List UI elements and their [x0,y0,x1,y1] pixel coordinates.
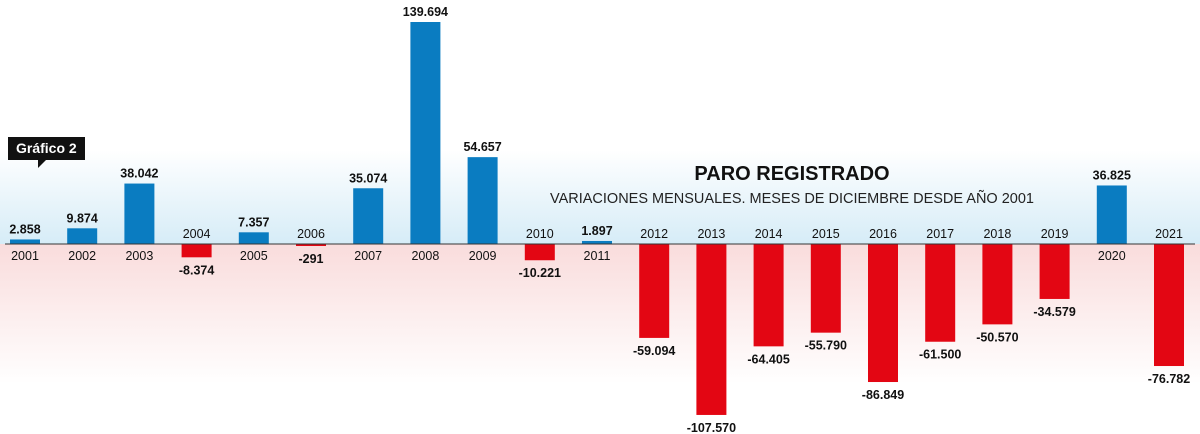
bar-2013 [696,244,727,415]
positive-background [0,150,1200,244]
value-label-2019: -34.579 [1033,305,1075,319]
category-label-2020: 2020 [1098,249,1126,263]
value-label-2004: -8.374 [179,263,214,277]
value-label-2009: 54.657 [463,140,501,154]
bar-2010 [524,244,555,261]
value-label-2014: -64.405 [747,352,789,366]
category-label-2017: 2017 [926,227,954,241]
bar-2006 [296,244,326,246]
value-label-2015: -55.790 [805,339,847,353]
bar-2019 [1039,244,1070,299]
bar-2001 [10,239,40,244]
value-label-2008: 139.694 [403,5,448,19]
category-label-2009: 2009 [469,249,497,263]
bar-2014 [753,244,784,347]
category-label-2008: 2008 [411,249,439,263]
bar-2012 [639,244,670,338]
category-label-2016: 2016 [869,227,897,241]
category-label-2003: 2003 [125,249,153,263]
value-label-2012: -59.094 [633,344,675,358]
bar-2018 [982,244,1013,325]
value-label-2007: 35.074 [349,171,387,185]
bar-2003 [124,183,155,244]
category-label-2021: 2021 [1155,227,1183,241]
bar-2015 [810,244,841,333]
category-label-2014: 2014 [755,227,783,241]
chart-subtitle: VARIACIONES MENSUALES. MESES DE DICIEMBR… [550,190,1034,207]
bar-2008 [410,22,441,244]
bar-2017 [925,244,956,342]
bar-2002 [67,228,98,244]
bar-2021 [1154,244,1184,367]
value-label-2001: 2.858 [9,222,40,236]
value-label-2003: 38.042 [120,167,158,181]
value-label-2021: -76.782 [1148,372,1190,386]
chart-badge: Gráfico 2 [8,137,85,168]
chart-title: PARO REGISTRADO [694,163,889,185]
value-label-2006: -291 [298,252,323,266]
category-label-2007: 2007 [354,249,382,263]
category-label-2004: 2004 [183,227,211,241]
bar-2007 [353,188,384,244]
category-label-2001: 2001 [11,249,39,263]
category-label-2018: 2018 [983,227,1011,241]
value-label-2016: -86.849 [862,388,904,402]
category-label-2019: 2019 [1041,227,1069,241]
bar-2005 [238,232,269,244]
category-label-2010: 2010 [526,227,554,241]
category-label-2015: 2015 [812,227,840,241]
bar-2009 [467,157,498,244]
category-label-2002: 2002 [68,249,96,263]
bar-2020 [1096,185,1127,244]
category-label-2013: 2013 [697,227,725,241]
value-label-2017: -61.500 [919,348,961,362]
value-label-2011: 1.897 [581,224,612,238]
category-label-2012: 2012 [640,227,668,241]
bar-2004 [181,244,212,258]
value-label-2020: 36.825 [1093,168,1131,182]
value-label-2010: -10.221 [519,266,561,280]
category-label-2005: 2005 [240,249,268,263]
value-label-2002: 9.874 [67,211,98,225]
value-label-2018: -50.570 [976,330,1018,344]
bar-2011 [582,240,612,244]
value-label-2005: 7.357 [238,215,269,229]
category-label-2006: 2006 [297,227,325,241]
category-label-2011: 2011 [584,249,611,263]
value-label-2013: -107.570 [687,421,736,434]
bar-2016 [868,244,898,383]
